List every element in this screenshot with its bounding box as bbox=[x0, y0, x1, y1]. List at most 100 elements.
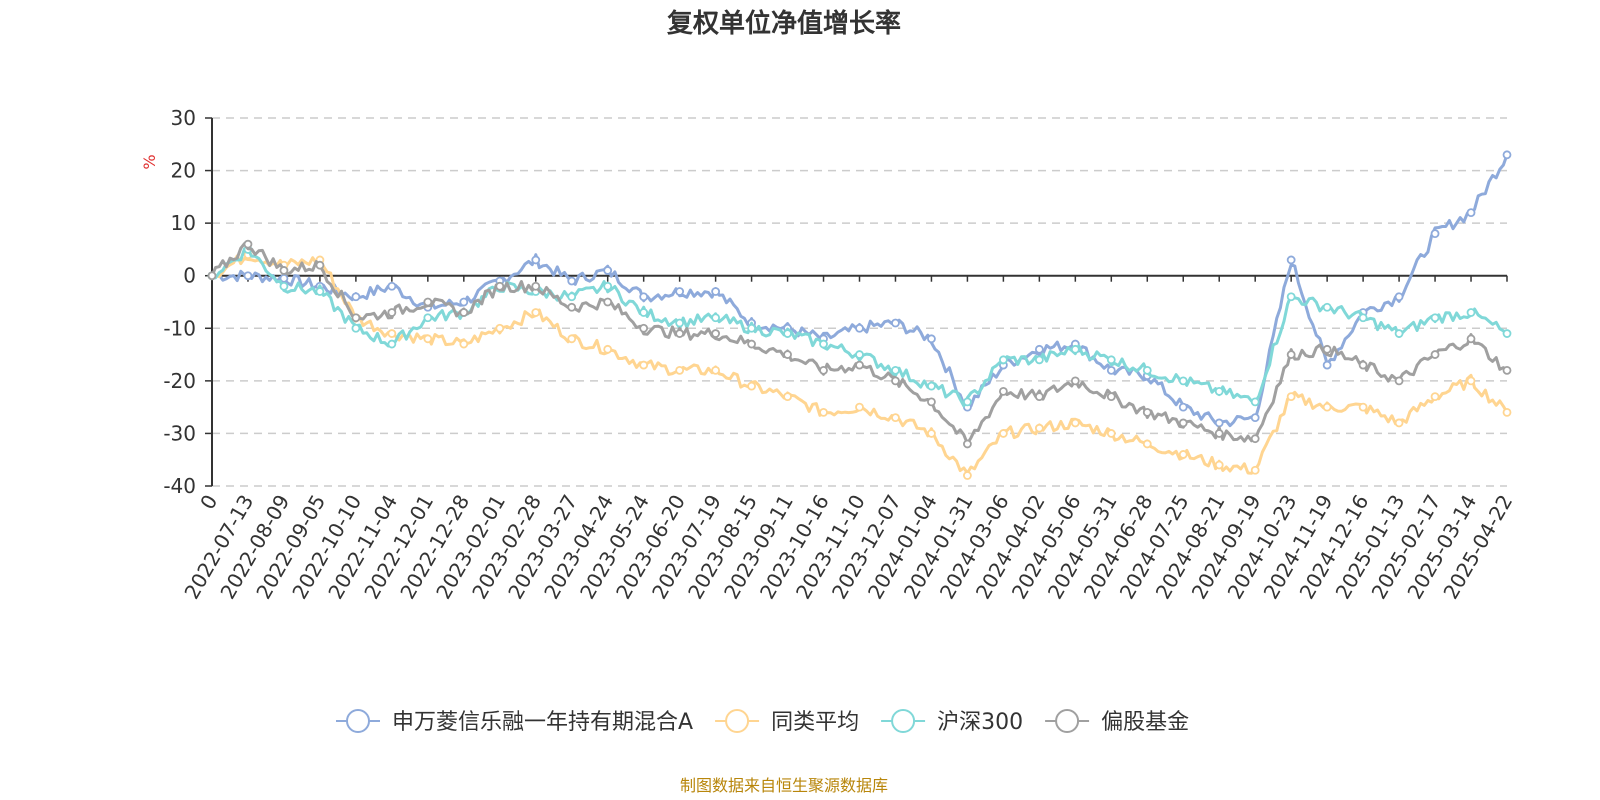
data-point bbox=[711, 287, 721, 296]
data-point bbox=[819, 407, 828, 417]
data-point bbox=[495, 281, 505, 291]
data-point bbox=[1106, 365, 1116, 375]
data-point bbox=[567, 334, 577, 344]
data-point bbox=[1250, 413, 1260, 423]
data-point bbox=[243, 271, 253, 281]
legend-label: 同类平均 bbox=[771, 710, 859, 735]
data-point bbox=[855, 360, 864, 370]
y-tick-label: -10 bbox=[163, 316, 196, 340]
data-point bbox=[387, 339, 397, 349]
legend-label: 偏股基金 bbox=[1101, 710, 1189, 735]
data-point bbox=[1286, 255, 1296, 265]
data-point bbox=[1034, 344, 1044, 354]
data-point bbox=[1070, 418, 1080, 428]
data-point bbox=[351, 323, 361, 333]
data-point bbox=[387, 281, 397, 291]
legend-marker bbox=[725, 709, 750, 733]
data-point bbox=[1214, 429, 1224, 438]
data-point bbox=[279, 266, 289, 275]
data-point bbox=[998, 386, 1008, 396]
data-point bbox=[963, 397, 972, 407]
data-point bbox=[1502, 365, 1512, 375]
y-tick-label: -40 bbox=[163, 474, 196, 498]
y-axis-unit: % bbox=[140, 154, 159, 169]
data-point bbox=[1142, 439, 1152, 449]
data-point bbox=[423, 313, 433, 323]
chart-title: 复权单位净值增长率 bbox=[667, 8, 901, 39]
data-point bbox=[891, 318, 900, 328]
data-point bbox=[1322, 402, 1332, 412]
data-point bbox=[1070, 376, 1080, 386]
data-point bbox=[1394, 292, 1404, 302]
data-point bbox=[1358, 313, 1368, 323]
data-point bbox=[711, 365, 721, 375]
data-point bbox=[459, 308, 469, 317]
data-point bbox=[1250, 465, 1260, 475]
data-point bbox=[315, 260, 325, 270]
x-tick-label: 0 bbox=[195, 491, 222, 514]
axes bbox=[211, 118, 1507, 486]
data-point bbox=[747, 339, 756, 349]
data-point bbox=[1250, 434, 1260, 444]
data-point bbox=[1466, 334, 1476, 344]
data-point bbox=[1178, 418, 1188, 428]
data-point bbox=[927, 334, 936, 344]
data-point bbox=[927, 381, 936, 391]
data-point bbox=[1178, 450, 1188, 459]
data-point bbox=[1466, 308, 1476, 317]
data-point bbox=[891, 365, 900, 375]
legend-label: 申万菱信乐融一年持有期混合A bbox=[392, 710, 693, 735]
data-point bbox=[1430, 313, 1440, 323]
data-point bbox=[1070, 344, 1080, 354]
data-point bbox=[1106, 392, 1116, 402]
data-point bbox=[927, 429, 936, 438]
data-point bbox=[819, 339, 828, 349]
data-point bbox=[351, 313, 361, 323]
data-point bbox=[1502, 150, 1512, 160]
data-point bbox=[423, 297, 433, 307]
legend: 申万菱信乐融一年持有期混合A 同类平均 沪深300 偏股基金 bbox=[336, 709, 1189, 735]
y-tick-label: -30 bbox=[163, 421, 196, 445]
data-point bbox=[1358, 402, 1368, 412]
data-point bbox=[747, 323, 756, 333]
y-tick-label: -20 bbox=[163, 369, 196, 393]
data-point bbox=[459, 339, 469, 349]
data-point bbox=[891, 413, 900, 423]
data-point bbox=[531, 308, 541, 317]
data-point bbox=[1034, 392, 1044, 402]
data-point bbox=[783, 392, 792, 402]
data-point bbox=[639, 292, 649, 302]
data-point bbox=[639, 360, 649, 370]
data-point bbox=[207, 271, 217, 281]
data-point bbox=[603, 281, 613, 291]
data-point bbox=[423, 334, 433, 344]
data-point bbox=[1106, 355, 1116, 365]
data-point bbox=[1430, 350, 1440, 359]
data-point bbox=[351, 292, 361, 302]
y-tick-label: 30 bbox=[171, 106, 196, 130]
y-tick-label: 0 bbox=[183, 264, 196, 288]
data-point bbox=[1322, 302, 1332, 312]
data-point bbox=[1430, 229, 1440, 239]
data-point bbox=[747, 381, 756, 391]
data-point bbox=[1286, 350, 1296, 359]
data-point bbox=[567, 276, 577, 286]
y-tick-label: 20 bbox=[171, 159, 196, 183]
legend-marker bbox=[1055, 709, 1080, 733]
data-point bbox=[387, 308, 397, 317]
data-point bbox=[783, 350, 792, 359]
data-point bbox=[1358, 360, 1368, 370]
data-point bbox=[675, 365, 685, 375]
data-point bbox=[675, 329, 685, 338]
data-point bbox=[495, 323, 505, 333]
x-axis-ticks: 02022-07-132022-08-092022-09-052022-10-1… bbox=[179, 275, 1517, 603]
data-point bbox=[1286, 392, 1296, 402]
data-point bbox=[1214, 418, 1224, 428]
data-point bbox=[1394, 329, 1404, 338]
data-point bbox=[1106, 429, 1116, 438]
data-point bbox=[855, 350, 864, 359]
y-tick-label: 10 bbox=[171, 211, 196, 235]
data-point bbox=[279, 281, 289, 291]
data-point bbox=[387, 329, 397, 338]
